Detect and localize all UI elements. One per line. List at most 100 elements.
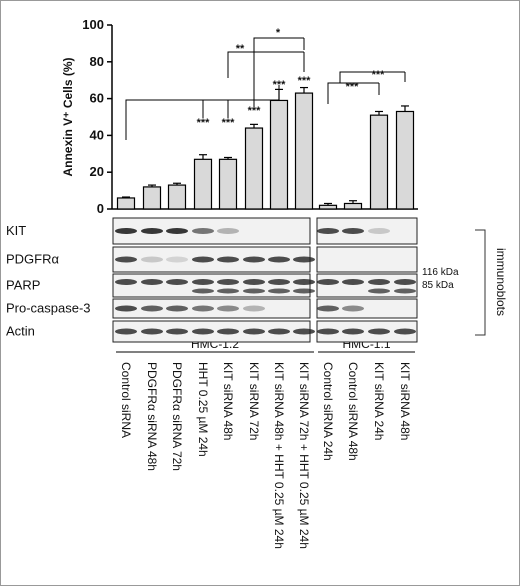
significance-label: ** <box>236 43 245 55</box>
category-label: PDGFRα siRNA 72h <box>170 362 184 471</box>
blot-band <box>192 228 214 234</box>
bar <box>218 158 238 210</box>
blot-band <box>217 288 239 294</box>
category-label: Control siRNA 24h <box>321 362 335 461</box>
blot-label: Pro-caspase-3 <box>6 301 91 316</box>
blot-band <box>293 328 315 335</box>
blot-band <box>166 328 188 335</box>
bar <box>142 186 162 210</box>
blot-band <box>243 279 265 285</box>
blot-band <box>317 305 339 312</box>
blot-band <box>115 328 137 335</box>
blot-band <box>217 256 239 263</box>
immunoblots-bracket <box>475 229 486 336</box>
bar <box>294 92 314 210</box>
y-tick-label: 40 <box>90 127 104 142</box>
significance-label: *** <box>298 75 312 87</box>
y-tick-label: 60 <box>90 91 104 106</box>
significance-bracket <box>253 37 305 102</box>
blot-band <box>217 328 239 335</box>
significance-label: *** <box>248 105 262 117</box>
significance-label: *** <box>222 117 236 129</box>
significance-label: *** <box>197 117 211 129</box>
blot-band <box>166 279 188 285</box>
bar <box>244 127 264 210</box>
blot-label: PDGFRα <box>6 252 60 267</box>
y-tick-label: 80 <box>90 54 104 69</box>
blot-panel <box>316 246 418 273</box>
blot-band <box>268 256 290 263</box>
category-label: KIT siRNA 24h <box>372 362 386 440</box>
blot-band <box>192 288 214 294</box>
blot-band <box>141 279 163 285</box>
blot-band <box>243 328 265 335</box>
blot-band <box>115 279 137 285</box>
bar <box>116 197 136 210</box>
blot-band <box>394 288 416 294</box>
blot-band <box>141 305 163 312</box>
blot-band <box>166 256 188 263</box>
blot-band <box>317 228 339 234</box>
blot-panel <box>112 273 311 298</box>
blot-label: KIT <box>6 223 26 238</box>
significance-bracket <box>227 51 305 78</box>
bar <box>193 158 213 210</box>
y-tick-label: 0 <box>97 201 104 216</box>
blot-band <box>192 279 214 285</box>
significance-label: *** <box>346 81 360 93</box>
blot-band <box>141 328 163 335</box>
category-label: KIT siRNA 72h <box>247 362 261 440</box>
bar <box>343 202 363 210</box>
category-label: Control siRNA 48h <box>346 362 360 461</box>
blot-band <box>268 328 290 335</box>
y-axis-label: Annexin V⁺ Cells (%) <box>61 57 75 176</box>
blot-band <box>394 279 416 285</box>
category-label: KIT siRNA 48h + HHT 0.25 µM 24h <box>272 362 286 549</box>
blot-label: Actin <box>6 324 35 339</box>
blot-band <box>268 288 290 294</box>
blot-band <box>217 228 239 234</box>
blot-band <box>166 228 188 234</box>
blot-band <box>115 256 137 263</box>
significance-bracket <box>125 85 280 140</box>
blot-band <box>192 305 214 312</box>
significance-label: *** <box>273 79 287 91</box>
blot-label: PARP <box>6 278 40 293</box>
blot-band <box>141 256 163 263</box>
bar <box>318 204 338 210</box>
blot-band <box>368 228 390 234</box>
blot-band <box>342 328 364 335</box>
blot-band <box>394 328 416 335</box>
blot-panel <box>316 273 418 298</box>
marker-label: 85 kDa <box>422 280 454 291</box>
y-tick-label: 100 <box>82 17 104 32</box>
blot-band <box>342 279 364 285</box>
blot-band <box>368 328 390 335</box>
blot-band <box>192 256 214 263</box>
category-label: HHT 0.25 µM 24h <box>196 362 210 457</box>
blot-band <box>317 279 339 285</box>
blot-band <box>293 288 315 294</box>
blot-band <box>217 279 239 285</box>
y-tick-label: 20 <box>90 164 104 179</box>
blot-band <box>342 305 364 312</box>
category-label: Control siRNA <box>119 362 133 438</box>
blot-band <box>368 288 390 294</box>
blot-band <box>115 228 137 234</box>
bar <box>269 99 289 210</box>
category-label: PDGFRα siRNA 48h <box>145 362 159 471</box>
category-label: KIT siRNA 72h + HHT 0.25 µM 24h <box>297 362 311 549</box>
blot-band <box>368 279 390 285</box>
blot-band <box>293 256 315 263</box>
marker-label: 116 kDa <box>422 267 459 278</box>
blot-band <box>243 256 265 263</box>
significance-label: *** <box>372 69 386 81</box>
blot-band <box>141 228 163 234</box>
immunoblots-label: immunoblots <box>494 248 508 316</box>
category-label: KIT siRNA 48h <box>221 362 235 440</box>
bar <box>167 184 187 210</box>
blot-band <box>317 328 339 335</box>
significance-label: * <box>276 27 281 39</box>
blot-band <box>342 228 364 234</box>
